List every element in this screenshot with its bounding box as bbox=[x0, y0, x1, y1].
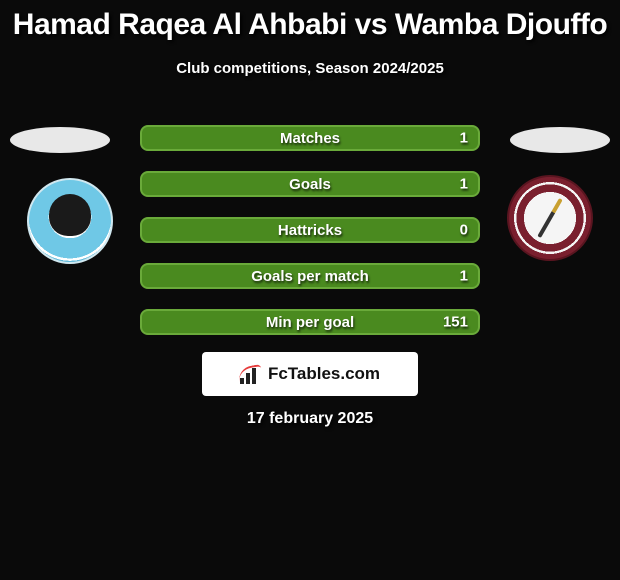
stat-row-hattricks: Hattricks 0 bbox=[140, 217, 480, 243]
stat-value-right: 151 bbox=[443, 314, 468, 331]
stats-table: Matches 1 Goals 1 Hattricks 0 Goals per … bbox=[140, 125, 480, 355]
player-left-avatar-placeholder bbox=[10, 127, 110, 153]
player-right-club-badge bbox=[507, 175, 593, 261]
bar-chart-icon bbox=[240, 364, 262, 384]
stat-row-min-per-goal: Min per goal 151 bbox=[140, 309, 480, 335]
stat-label: Matches bbox=[280, 130, 340, 147]
stat-label: Min per goal bbox=[266, 314, 354, 331]
stat-value-right: 1 bbox=[460, 268, 468, 285]
player-left-club-badge bbox=[27, 178, 113, 264]
brand-text: FcTables.com bbox=[268, 364, 380, 384]
club-badge-emblem bbox=[49, 194, 91, 236]
stat-label: Goals per match bbox=[251, 268, 369, 285]
stat-row-goals: Goals 1 bbox=[140, 171, 480, 197]
page-title: Hamad Raqea Al Ahbabi vs Wamba Djouffo bbox=[0, 0, 620, 42]
stat-value-right: 1 bbox=[460, 176, 468, 193]
stat-label: Hattricks bbox=[278, 222, 342, 239]
date-stamp: 17 february 2025 bbox=[247, 410, 373, 428]
brand-badge: FcTables.com bbox=[202, 352, 418, 396]
stat-row-matches: Matches 1 bbox=[140, 125, 480, 151]
player-right-avatar-placeholder bbox=[510, 127, 610, 153]
stat-row-goals-per-match: Goals per match 1 bbox=[140, 263, 480, 289]
stat-value-right: 0 bbox=[460, 222, 468, 239]
stat-value-right: 1 bbox=[460, 130, 468, 147]
stat-label: Goals bbox=[289, 176, 331, 193]
season-subtitle: Club competitions, Season 2024/2025 bbox=[0, 60, 620, 77]
